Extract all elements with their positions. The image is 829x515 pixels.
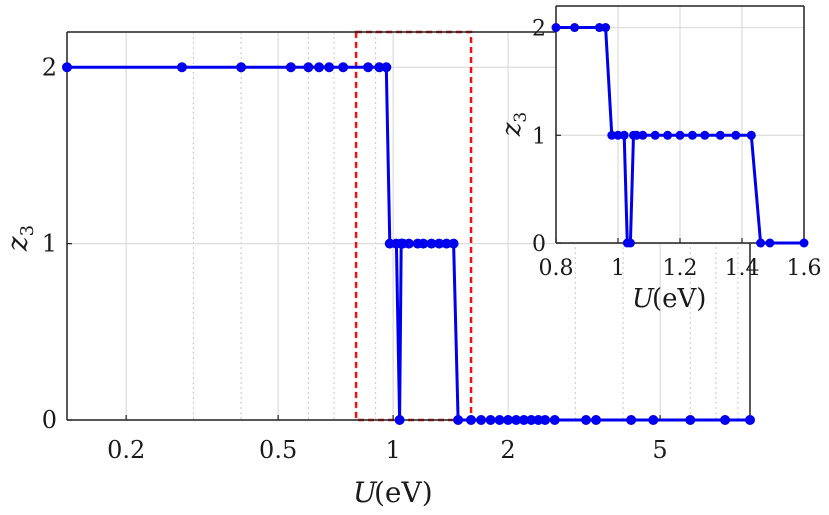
- svg-text:U: U: [353, 476, 378, 509]
- y-tick-label: 0: [532, 232, 546, 257]
- data-point: [540, 415, 551, 425]
- data-point: [746, 130, 756, 140]
- data-point: [403, 238, 414, 249]
- y-tick-label: 0: [42, 406, 57, 434]
- x-tick-label: 1.6: [787, 256, 822, 281]
- y-tick-label: 1: [42, 230, 57, 258]
- data-point: [476, 415, 487, 425]
- data-point: [551, 23, 561, 33]
- data-point: [591, 415, 602, 425]
- data-point: [648, 415, 659, 425]
- data-point: [799, 238, 809, 248]
- x-tick-label: 0.5: [259, 436, 297, 464]
- data-point: [441, 238, 452, 249]
- data-point: [594, 23, 604, 33]
- y-tick-label: 2: [42, 53, 57, 81]
- data-point: [314, 62, 325, 73]
- data-point: [285, 62, 296, 73]
- data-point: [720, 415, 731, 425]
- data-point: [453, 415, 464, 425]
- data-point: [570, 23, 580, 33]
- data-point: [426, 238, 437, 249]
- inset-x-axis-label: U (eV): [632, 284, 706, 314]
- main-highlight-box: [354, 30, 473, 422]
- x-tick-label: 1: [611, 256, 625, 281]
- data-point: [626, 415, 637, 425]
- data-point: [62, 62, 72, 73]
- x-tick-label: 0.2: [107, 436, 145, 464]
- svg-text:(eV): (eV): [652, 284, 706, 314]
- data-point: [518, 415, 529, 425]
- y-tick-label: 1: [532, 124, 546, 149]
- data-point: [526, 415, 537, 425]
- data-point: [650, 130, 660, 140]
- inset-chart: 0.8 1 1.2 1.4 1.6 0 1 2 U (eV) z3: [497, 5, 822, 314]
- svg-text:z3: z3: [1, 225, 38, 252]
- data-point: [338, 62, 349, 73]
- data-point: [324, 62, 335, 73]
- data-point: [363, 62, 374, 73]
- data-point: [607, 130, 617, 140]
- main-x-axis-label: U (eV): [353, 476, 433, 509]
- main-series: [62, 62, 755, 425]
- data-point: [619, 130, 629, 140]
- data-point: [374, 62, 385, 73]
- data-point: [745, 415, 755, 425]
- data-point: [613, 130, 623, 140]
- data-point: [303, 62, 314, 73]
- data-point: [448, 238, 459, 249]
- inset-y-axis-label: z3: [497, 112, 531, 138]
- data-point: [494, 415, 505, 425]
- data-point: [394, 415, 405, 425]
- data-point: [715, 130, 725, 140]
- data-point: [418, 238, 429, 249]
- x-tick-label: 1.2: [663, 256, 698, 281]
- data-point: [756, 238, 766, 248]
- x-tick-label: 2: [500, 436, 515, 464]
- x-tick-label: 5: [652, 436, 667, 464]
- y-tick-label: 2: [532, 17, 546, 42]
- data-point: [663, 130, 673, 140]
- svg-text:(eV): (eV): [374, 476, 433, 509]
- inset-series: [551, 23, 809, 248]
- x-tick-label: 1: [385, 436, 400, 464]
- data-point: [675, 130, 685, 140]
- inset-tick-labels: 0.8 1 1.2 1.4 1.6 0 1 2: [532, 17, 822, 281]
- data-point: [381, 62, 392, 73]
- highlight-box: [354, 30, 473, 422]
- data-point: [731, 130, 741, 140]
- data-point: [700, 130, 710, 140]
- data-point: [638, 130, 648, 140]
- data-point: [685, 415, 696, 425]
- x-tick-label: 0.8: [539, 256, 574, 281]
- data-point: [236, 62, 247, 73]
- data-point: [434, 238, 445, 249]
- main-y-axis-label: z3: [1, 225, 38, 252]
- data-point: [581, 415, 592, 425]
- data-point: [765, 238, 775, 248]
- data-point: [601, 23, 611, 33]
- data-point: [466, 415, 477, 425]
- data-point: [503, 415, 514, 425]
- main-tick-labels: 0.2 0.5 1 2 5 0 1 2: [42, 53, 668, 464]
- data-point: [176, 62, 187, 73]
- svg-text:z3: z3: [497, 112, 531, 138]
- x-tick-label: 1.4: [725, 256, 760, 281]
- data-point: [549, 415, 560, 425]
- data-point: [485, 415, 496, 425]
- svg-text:U: U: [632, 284, 655, 314]
- data-point: [625, 238, 635, 248]
- data-point: [687, 130, 697, 140]
- data-point: [632, 130, 642, 140]
- data-point: [511, 415, 522, 425]
